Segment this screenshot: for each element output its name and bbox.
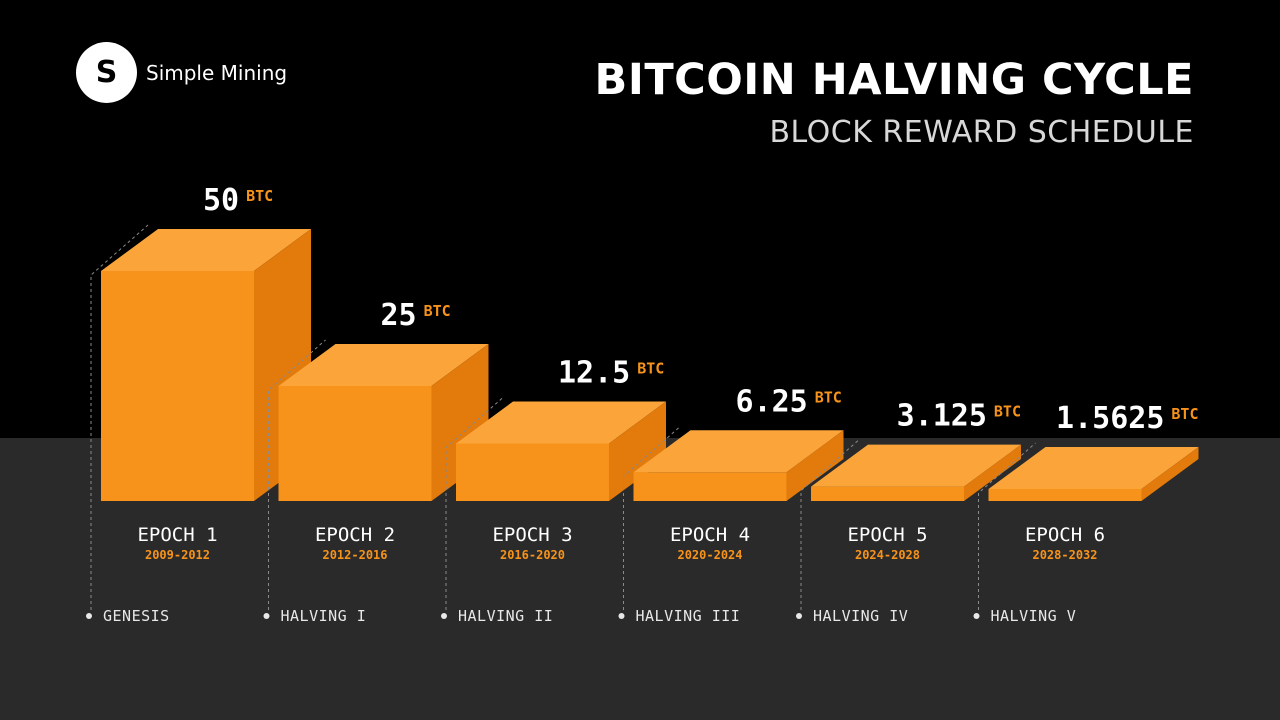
page-subtitle: BLOCK REWARD SCHEDULE: [769, 115, 1194, 150]
bar-front: [278, 386, 432, 501]
guide-line: [445, 397, 504, 610]
bar-top: [278, 344, 489, 386]
guide-line: [800, 440, 859, 610]
bar-top: [633, 430, 844, 473]
brand-name: Simple Mining: [146, 60, 288, 85]
value-label: 12.5 BTC: [558, 356, 664, 391]
epoch-years: 2012-2016: [322, 548, 387, 562]
epoch-years: 2009-2012: [145, 548, 210, 562]
bar-top: [811, 444, 1021, 487]
guide-line: [90, 224, 149, 610]
event-label: GENESIS: [103, 607, 170, 625]
epoch-label: EPOCH 5: [847, 524, 927, 546]
event-dot: [441, 613, 447, 619]
guide-line: [623, 425, 681, 610]
bar-side: [786, 430, 844, 501]
value-label: 6.25 BTC: [736, 384, 842, 419]
event-dot: [973, 613, 980, 619]
bar-front: [988, 489, 1142, 501]
epoch-years: 2024-2028: [855, 548, 920, 562]
event-dot: [618, 613, 625, 619]
event-label: HALVING II: [458, 607, 553, 625]
event-dot: [796, 613, 802, 619]
epoch-label: EPOCH 1: [137, 524, 217, 546]
value-label: 50 BTC: [203, 183, 273, 218]
value-label: 3.125 BTC: [897, 399, 1021, 434]
event-dot: [263, 613, 270, 619]
epoch-label: EPOCH 4: [670, 524, 750, 546]
value-label: 1.5625 BTC: [1056, 401, 1198, 436]
brand-s-icon: S: [76, 42, 137, 103]
guide-line: [978, 442, 1036, 610]
bar-front: [633, 472, 787, 501]
event-dot: [86, 613, 92, 619]
epoch-years: 2020-2024: [677, 548, 742, 562]
epoch-years: 2016-2020: [500, 548, 565, 562]
bar-top: [456, 401, 666, 444]
event-label: HALVING I: [281, 607, 367, 625]
epoch-label: EPOCH 3: [492, 524, 572, 546]
bar-front: [456, 443, 609, 501]
event-label: HALVING IV: [813, 607, 908, 625]
epoch-label: EPOCH 2: [315, 524, 395, 546]
value-label: 25 BTC: [381, 298, 451, 333]
epoch-label: EPOCH 6: [1025, 524, 1105, 546]
page-title: BITCOIN HALVING CYCLE: [594, 55, 1194, 105]
epoch-years: 2028-2032: [1032, 548, 1097, 562]
bar-top: [988, 447, 1199, 489]
bar-side: [964, 444, 1021, 501]
brand-logo[interactable]: S Simple Mining: [76, 42, 287, 103]
bar-top: [101, 229, 311, 271]
bar-front: [811, 486, 964, 501]
guide-line: [268, 339, 326, 610]
event-label: HALVING V: [991, 607, 1077, 625]
event-label: HALVING III: [636, 607, 741, 625]
bar-front: [101, 271, 254, 501]
bar-side: [1141, 447, 1199, 501]
